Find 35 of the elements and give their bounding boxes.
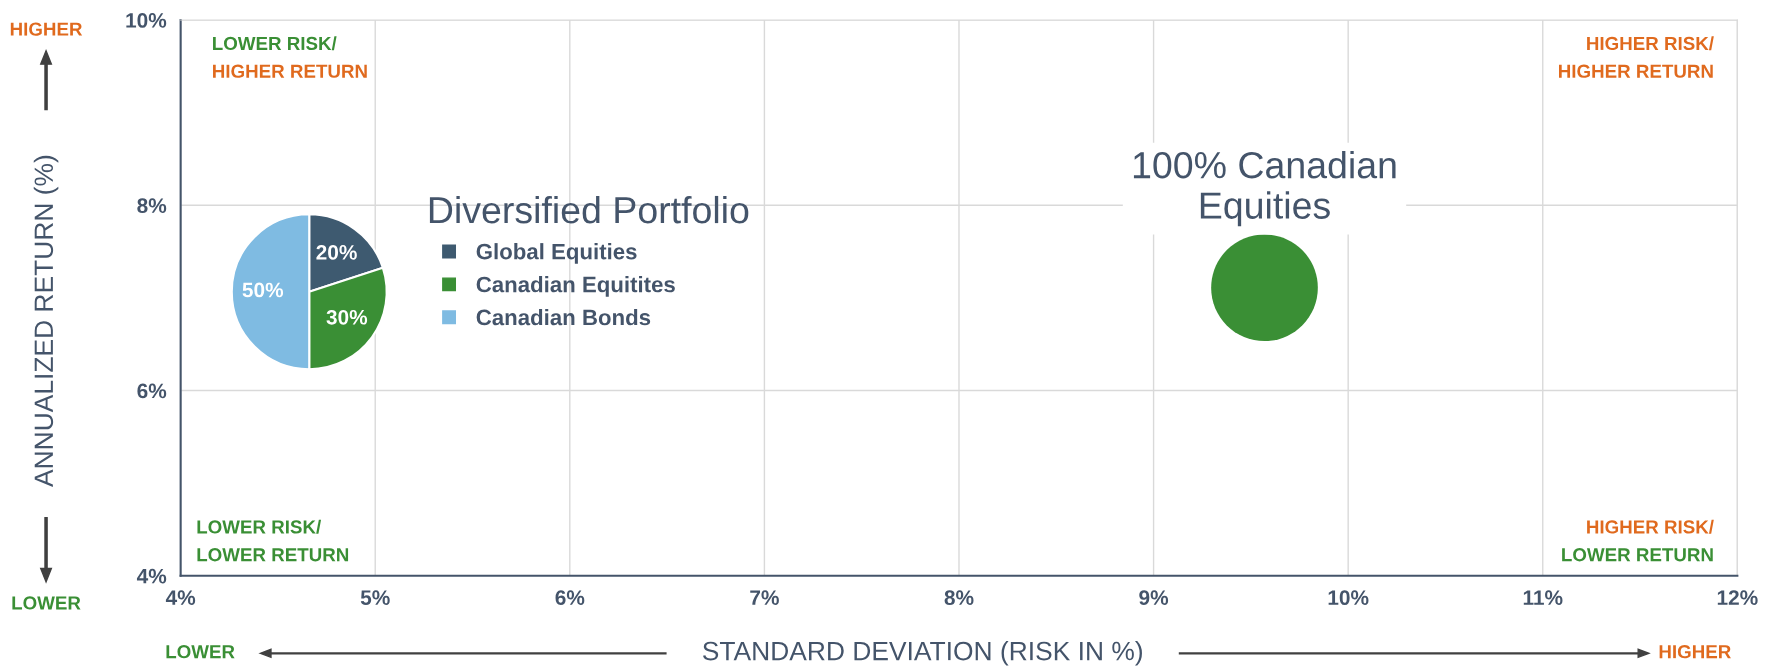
y-tick-label: 10% [126, 13, 167, 28]
text: LOWER [166, 645, 235, 659]
text: HIGHER [10, 22, 83, 36]
y-tick-label: 8% [137, 198, 167, 214]
x-tick-label: 10% [1328, 590, 1369, 606]
annotation: LOWER RISK/ [197, 519, 322, 534]
x-tick-label: 6% [555, 590, 585, 606]
annotation: HIGHER RETURN [1559, 64, 1713, 78]
annotation: HIGHER RETURN [213, 64, 367, 78]
text: LOWER [12, 596, 81, 610]
legend-label: Canadian Bonds [476, 308, 651, 326]
y-axis-title: ANNUALIZED RETURN (%) [33, 155, 59, 487]
legend-label: Canadian Equitites [476, 276, 675, 297]
x-tick-label: 7% [750, 590, 779, 605]
annotation: LOWER RETURN [1562, 548, 1713, 562]
data-label: 30% [326, 309, 368, 325]
x-tick-label: 8% [944, 590, 974, 606]
annotation: HIGHER RISK/ [1587, 36, 1714, 51]
annotation: LOWER RETURN [197, 548, 349, 562]
y-tick-label: 6% [137, 383, 167, 399]
data-label: 20% [316, 244, 357, 260]
annotation: LOWER RISK/ [213, 36, 337, 51]
x-tick-label: 4% [165, 590, 196, 605]
legend-title: Diversified Portfolio [429, 195, 749, 224]
x-axis-title: STANDARD DEVIATION (RISK IN %) [702, 641, 1142, 666]
x-tick-label: 12% [1717, 590, 1758, 605]
text: HIGHER [1659, 645, 1731, 659]
x-tick-label: 5% [360, 590, 390, 606]
annotation: 100% Canadian Equities [1133, 150, 1396, 227]
legend-label: Global Equities [476, 243, 637, 264]
x-tick-label: 9% [1139, 590, 1169, 606]
data-label: 50% [242, 282, 284, 298]
y-tick-label: 4% [136, 568, 167, 584]
x-tick-label: 11% [1523, 590, 1563, 605]
annotation: HIGHER RISK/ [1587, 519, 1714, 534]
